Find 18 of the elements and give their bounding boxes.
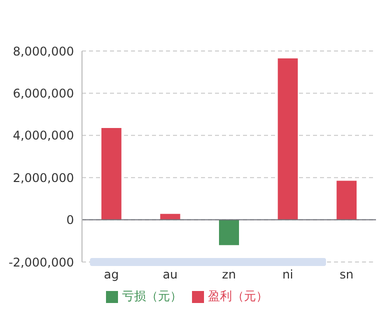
x-tick-label: ni [282, 268, 294, 282]
x-tick-label: sn [340, 268, 354, 282]
x-tick-label: au [162, 268, 178, 282]
bar [101, 128, 122, 220]
y-tick-label: 6,000,000 [12, 86, 74, 100]
legend-label: 亏损（元） [122, 289, 182, 303]
bar [336, 180, 357, 220]
y-tick-label: 0 [66, 213, 74, 228]
bar [278, 58, 298, 220]
y-tick-label: -2,000,000 [8, 255, 74, 270]
bar [160, 214, 180, 220]
y-tick-label: 4,000,000 [12, 128, 74, 143]
y-tick-label: 2,000,000 [12, 170, 74, 185]
x-tick-label: ag [104, 268, 119, 282]
x-tick-label: zn [222, 268, 236, 282]
bar [219, 220, 240, 246]
legend-label: 盈利（元） [208, 289, 268, 303]
y-tick-label: 8,000,000 [12, 44, 74, 58]
